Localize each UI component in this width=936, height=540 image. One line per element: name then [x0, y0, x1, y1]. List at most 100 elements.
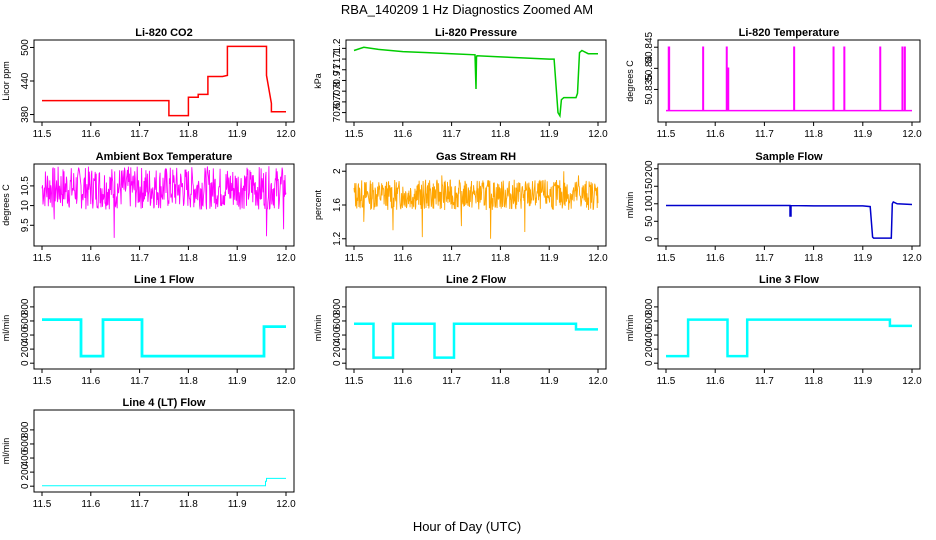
x-tick-label: 11.5	[33, 253, 52, 264]
y-tick-label: 200	[20, 340, 31, 357]
x-tick-label: 11.6	[706, 376, 725, 387]
x-tick-label: 11.5	[657, 376, 676, 387]
x-tick-label: 12.0	[588, 253, 608, 264]
y-axis-label: ml/min	[313, 315, 323, 342]
x-tick-label: 11.5	[33, 129, 52, 140]
y-tick-label: 400	[332, 326, 343, 343]
y-tick-label: 10	[20, 200, 31, 212]
y-axis-label: degrees C	[625, 60, 635, 102]
x-tick-label: 11.6	[81, 376, 100, 387]
x-tick-label: 11.8	[491, 376, 510, 387]
x-tick-label: 11.6	[81, 253, 100, 264]
y-tick-label: 100	[644, 195, 655, 212]
plot-frame	[345, 39, 607, 123]
y-tick-label: 0	[20, 360, 31, 366]
y-tick-label: 800	[20, 298, 31, 315]
panel-title: Ambient Box Temperature	[96, 151, 233, 163]
y-axis-label: kPa	[313, 73, 323, 89]
x-tick-label: 11.7	[755, 253, 774, 264]
x-tick-label: 11.7	[130, 376, 149, 387]
x-tick-label: 11.9	[853, 376, 872, 387]
x-tick-label: 11.8	[804, 253, 823, 264]
series-line	[354, 322, 598, 359]
x-tick-label: 11.6	[706, 253, 725, 264]
series-line	[42, 318, 286, 358]
y-tick-label: 71.2	[332, 38, 343, 58]
y-axis-label: ml/min	[1, 438, 11, 465]
x-tick-label: 12.0	[276, 129, 296, 140]
series-line	[666, 46, 912, 112]
y-tick-label: 70.8	[332, 81, 343, 101]
y-tick-label: 1.2	[332, 231, 343, 245]
panel-title: Sample Flow	[755, 151, 823, 163]
panels-container: Li-820 CO2 11.5 11.6 11.7 11.8 11.9 12.0 380 440…	[1, 27, 922, 510]
x-tick-label: 11.7	[130, 499, 149, 510]
chart-panel-9: Line 3 Flow 11.5 11.6 11.7 11.8 11.9 12.0 0 2004…	[625, 274, 922, 387]
plot-frame	[345, 286, 607, 370]
panel-title: Line 4 (LT) Flow	[123, 397, 206, 409]
plot-frame	[657, 39, 921, 123]
x-tick-label: 11.9	[540, 129, 559, 140]
y-tick-label: 71.1	[332, 49, 343, 69]
y-axis-label: percent	[313, 189, 323, 220]
y-tick-label: 400	[644, 326, 655, 343]
chart-panel-10: Line 4 (LT) Flow 11.5 11.6 11.7 11.8 11.9 12.0…	[1, 397, 296, 510]
plot-frame	[657, 163, 921, 247]
x-tick-label: 11.7	[130, 129, 149, 140]
panel-title: Li-820 CO2	[135, 27, 192, 39]
y-axis-label: ml/min	[1, 315, 11, 342]
x-tick-label: 12.0	[902, 253, 922, 264]
y-tick-label: 600	[20, 312, 31, 329]
y-tick-label: 200	[644, 340, 655, 357]
x-tick-label: 11.7	[130, 253, 149, 264]
y-tick-label: 50.84	[644, 55, 655, 80]
x-tick-label: 11.8	[491, 129, 510, 140]
x-tick-label: 12.0	[902, 376, 922, 387]
y-tick-label: 50.835	[644, 74, 655, 105]
plot-frame	[33, 286, 295, 370]
y-tick-label: 500	[20, 39, 31, 56]
y-tick-label: 200	[332, 340, 343, 357]
x-tick-label: 12.0	[276, 499, 296, 510]
x-tick-label: 11.9	[228, 376, 247, 387]
x-tick-label: 11.8	[179, 499, 198, 510]
x-tick-label: 12.0	[588, 376, 608, 387]
panel-title: Gas Stream RH	[436, 151, 516, 163]
y-tick-label: 400	[20, 449, 31, 466]
x-tick-label: 12.0	[276, 253, 296, 264]
x-tick-label: 11.8	[804, 376, 823, 387]
chart-panel-1: Li-820 CO2 11.5 11.6 11.7 11.8 11.9 12.0 380 440…	[1, 27, 296, 140]
x-tick-label: 11.8	[179, 253, 198, 264]
series-line	[41, 166, 287, 238]
y-tick-label: 440	[20, 72, 31, 89]
figure-title: RBA_140209 1 Hz Diagnostics Zoomed AM	[341, 2, 593, 17]
series-line	[42, 477, 286, 487]
y-tick-label: 800	[20, 421, 31, 438]
y-tick-label: 800	[332, 298, 343, 315]
x-tick-label: 11.5	[33, 499, 52, 510]
x-tick-label: 11.8	[179, 376, 198, 387]
chart-panel-7: Line 1 Flow 11.5 11.6 11.7 11.8 11.9 12.0 0 2004…	[1, 274, 296, 387]
x-tick-label: 11.5	[345, 376, 364, 387]
y-tick-label: 400	[20, 326, 31, 343]
x-tick-label: 11.6	[81, 499, 100, 510]
chart-panel-8: Line 2 Flow 11.5 11.6 11.7 11.8 11.9 12.0 0 2004…	[313, 274, 608, 387]
series-line	[666, 318, 912, 358]
plot-frame	[33, 163, 295, 247]
plot-frame	[345, 163, 607, 247]
series-line	[353, 171, 599, 239]
y-tick-label: 2	[332, 168, 343, 174]
x-tick-label: 11.9	[228, 499, 247, 510]
series-line	[666, 201, 913, 239]
series-line	[353, 46, 598, 119]
x-tick-label: 11.7	[755, 376, 774, 387]
x-tick-label: 11.9	[540, 376, 559, 387]
plot-frame	[657, 286, 921, 370]
panel-title: Line 2 Flow	[446, 274, 506, 286]
y-tick-label: 0	[644, 236, 655, 242]
y-tick-label: 0	[644, 360, 655, 366]
x-tick-label: 11.6	[393, 376, 412, 387]
x-tick-label: 11.9	[853, 129, 872, 140]
y-axis-label: degrees C	[1, 184, 11, 226]
